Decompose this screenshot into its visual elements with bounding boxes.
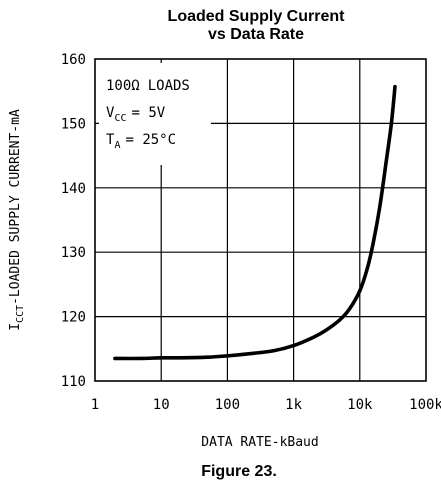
legend-load-text: LOADS <box>148 78 190 94</box>
plot-frame <box>94 58 427 382</box>
legend-ta-line: TA = 25°C <box>106 132 176 151</box>
y-tick-label: 120 <box>61 310 86 326</box>
chart-title: Loaded Supply Current <box>168 8 346 25</box>
y-tick-label: 160 <box>61 52 86 68</box>
legend-load-value: 100Ω <box>106 78 140 94</box>
legend-vcc-value: = 5V <box>131 105 165 121</box>
legend-ta-subscript: A <box>114 140 120 151</box>
x-tick-label: 100 <box>215 397 240 413</box>
x-axis-label: DATA RATE-kBaud <box>201 435 318 450</box>
legend-ta-symbol: T <box>106 132 115 148</box>
x-tick-label: 100k <box>409 397 441 413</box>
y-tick-label: 130 <box>61 245 86 261</box>
legend-vcc-subscript: CC <box>114 113 126 124</box>
x-axis-ticks: 1 10 100 1k 10k 100k <box>91 397 441 413</box>
legend-vcc-line: VCC = 5V <box>106 105 166 124</box>
y-axis-ticks: 110 120 130 140 150 160 <box>61 52 86 390</box>
legend-vcc-symbol: V <box>106 105 115 121</box>
conditions-legend: 100Ω LOADS VCC = 5V TA = 25°C <box>99 63 211 165</box>
figure-caption: Figure 23. <box>201 463 277 480</box>
y-tick-label: 140 <box>61 181 86 197</box>
y-axis-label-text: -LOADED SUPPLY CURRENT-mA <box>8 109 23 305</box>
y-tick-label: 150 <box>61 116 86 132</box>
x-tick-label: 10 <box>153 397 170 413</box>
x-tick-label: 1 <box>91 397 99 413</box>
legend-background <box>99 63 211 165</box>
legend-ta-value: = 25°C <box>125 132 176 148</box>
grid-lines <box>95 59 426 381</box>
y-axis-label-subscript: CCT <box>15 305 26 323</box>
x-tick-label: 10k <box>347 397 373 413</box>
legend-load-line: 100Ω LOADS <box>106 78 190 94</box>
supply-current-curve <box>113 84 397 361</box>
chart-subtitle: vs Data Rate <box>208 26 304 43</box>
x-tick-label: 1k <box>285 397 302 413</box>
y-tick-label: 110 <box>61 374 86 390</box>
y-axis-label-symbol: I <box>8 323 23 331</box>
y-axis-label: ICCT-LOADED SUPPLY CURRENT-mA <box>8 109 26 331</box>
